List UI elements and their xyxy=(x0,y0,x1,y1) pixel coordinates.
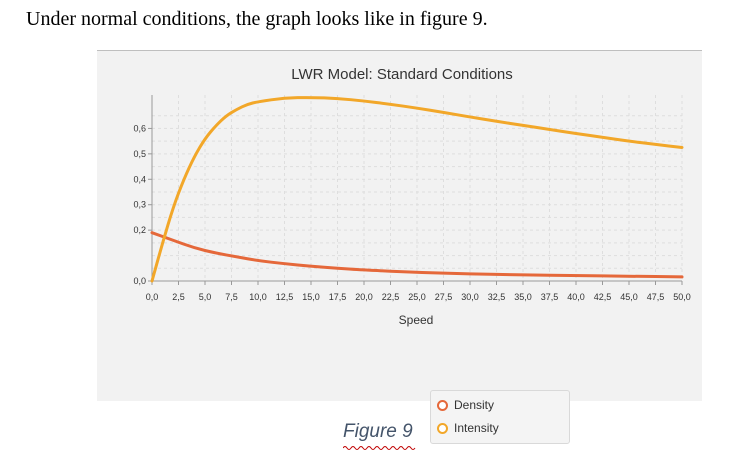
legend-label-intensity: Intensity xyxy=(454,421,499,435)
x-tick-label: 47,5 xyxy=(647,292,665,302)
x-tick-label: 0,0 xyxy=(146,292,159,302)
legend-marker-intensity xyxy=(437,422,448,434)
x-tick-label: 22,5 xyxy=(382,292,400,302)
x-tick-label: 20,0 xyxy=(355,292,373,302)
chart-grid xyxy=(151,95,683,281)
y-tick-label: 0,0 xyxy=(133,276,146,286)
chart-series xyxy=(150,96,684,283)
x-tick-label: 50,0 xyxy=(673,292,691,302)
section-divider xyxy=(97,50,702,51)
y-axis-ticks: 0,0 0,2 0,3 0,4 0,5 0,6 xyxy=(133,123,152,286)
legend-marker-density xyxy=(437,399,448,411)
x-tick-label: 42,5 xyxy=(594,292,612,302)
figure-caption: Figure 9 xyxy=(343,421,413,442)
x-tick-label: 5,0 xyxy=(199,292,212,302)
y-tick-label: 0,2 xyxy=(133,225,146,235)
y-tick-label: 0,3 xyxy=(133,200,146,210)
x-tick-label: 32,5 xyxy=(488,292,506,302)
figure-panel: LWR Model: Standard Conditions 0,0 2,5 5,0… xyxy=(97,51,702,444)
series-line-intensity xyxy=(150,96,684,283)
x-axis-label: Speed xyxy=(399,313,434,327)
x-tick-label: 7,5 xyxy=(225,292,238,302)
legend-item-intensity[interactable]: Intensity xyxy=(437,421,499,435)
x-tick-label: 15,0 xyxy=(302,292,320,302)
x-tick-label: 10,0 xyxy=(249,292,267,302)
x-tick-label: 17,5 xyxy=(329,292,347,302)
legend-item-density[interactable]: Density xyxy=(437,398,494,412)
series-line-density xyxy=(150,231,684,279)
legend-label-density: Density xyxy=(454,398,495,412)
chart-legend: Density Intensity xyxy=(430,390,570,444)
y-tick-label: 0,5 xyxy=(133,149,146,159)
x-tick-label: 12,5 xyxy=(276,292,294,302)
x-axis-ticks: 0,0 2,5 5,0 7,5 10,0 12,5 15,0 17,5 20,0 22,5 25,0… xyxy=(146,281,691,302)
spellcheck-underline xyxy=(343,446,416,450)
x-tick-label: 37,5 xyxy=(541,292,559,302)
x-tick-label: 2,5 xyxy=(172,292,185,302)
x-tick-label: 45,0 xyxy=(620,292,638,302)
chart-title: LWR Model: Standard Conditions xyxy=(291,66,513,83)
line-chart: LWR Model: Standard Conditions 0,0 2,5 5,0… xyxy=(133,66,691,327)
x-tick-label: 40,0 xyxy=(567,292,585,302)
x-tick-label: 25,0 xyxy=(408,292,426,302)
x-tick-label: 30,0 xyxy=(461,292,479,302)
y-tick-label: 0,6 xyxy=(133,123,146,133)
intro-paragraph: Under normal conditions, the graph looks… xyxy=(26,8,488,30)
x-tick-label: 27,5 xyxy=(435,292,453,302)
x-tick-label: 35,0 xyxy=(514,292,532,302)
y-tick-label: 0,4 xyxy=(133,174,146,184)
